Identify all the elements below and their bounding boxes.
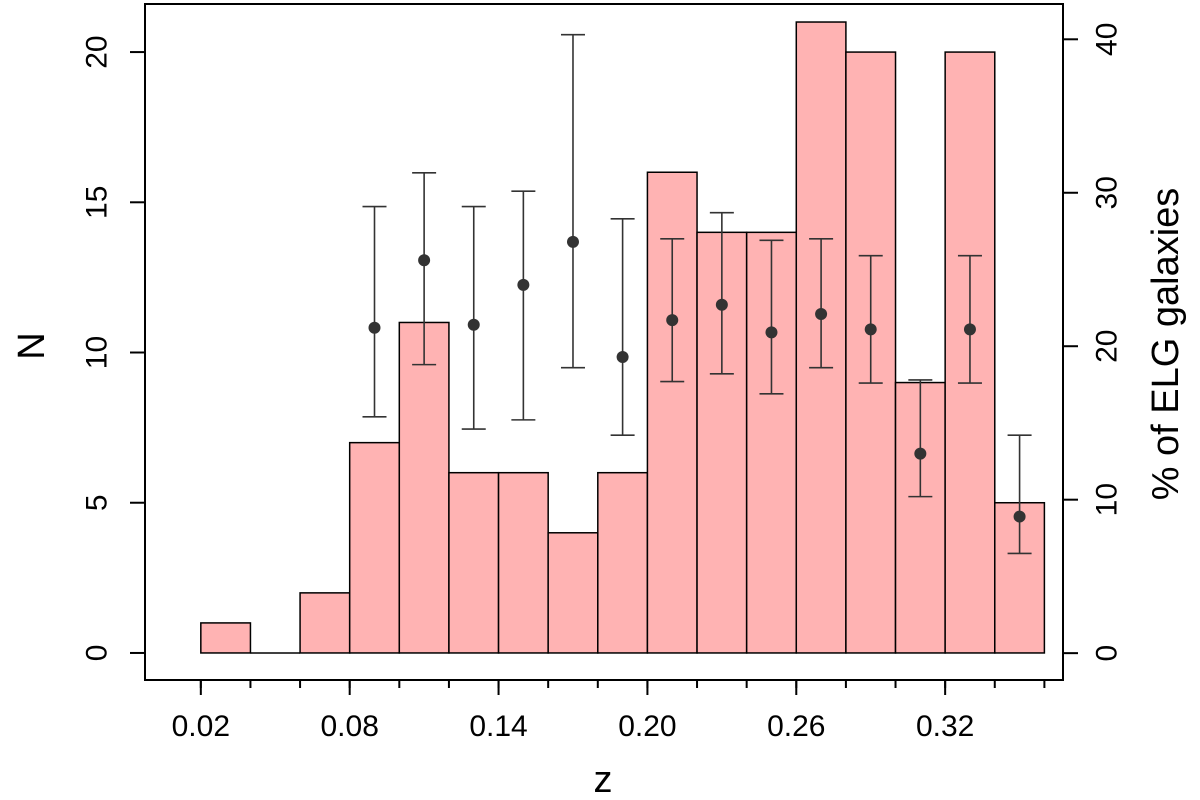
elg-fraction-point: [957, 254, 982, 384]
elg-fraction-point: [461, 205, 486, 430]
elg-fraction-point: [908, 379, 933, 498]
data-point: [566, 235, 579, 248]
y2-axis-title: % of ELG galaxies: [1145, 188, 1187, 501]
y2-tick-label: 20: [1091, 330, 1124, 363]
elg-fraction-point: [511, 190, 536, 421]
data-point: [914, 447, 927, 460]
y-tick-label: 15: [81, 186, 114, 219]
data-point: [517, 278, 530, 291]
elg-fraction-point: [858, 254, 883, 384]
y2-tick-label: 0: [1091, 645, 1124, 662]
x-tick-label: 0.26: [767, 710, 825, 743]
data-point: [368, 321, 381, 334]
x-tick-label: 0.08: [320, 710, 378, 743]
histogram-bar: [299, 592, 351, 654]
histogram-bar: [448, 471, 500, 654]
data-point: [715, 298, 728, 311]
elg-fraction-point: [362, 205, 387, 418]
y-tick-label: 0: [81, 645, 114, 662]
y2-tick-label: 40: [1091, 23, 1124, 56]
elg-fraction-point: [709, 211, 734, 375]
histogram-bar: [497, 471, 549, 654]
data-point: [1013, 510, 1026, 523]
data-point: [616, 350, 629, 363]
y-tick-label: 5: [81, 494, 114, 511]
histogram-bar: [348, 441, 401, 654]
x-axis-title: z: [594, 759, 613, 800]
elg-fraction-point: [610, 218, 635, 437]
x-tick-label: 0.02: [172, 710, 230, 743]
y2-tick-label: 10: [1091, 483, 1124, 516]
y-tick-label: 20: [81, 35, 114, 68]
data-point: [418, 254, 431, 267]
data-point: [765, 326, 778, 339]
x-tick-label: 0.20: [618, 710, 676, 743]
data-point: [467, 318, 480, 331]
data-point: [963, 323, 976, 336]
histogram-bar: [547, 532, 599, 654]
histogram-bar: [398, 321, 450, 654]
elg-fraction-point: [412, 172, 437, 366]
elg-fraction-point: [809, 237, 834, 369]
y2-tick-label: 30: [1091, 176, 1124, 209]
histogram-bar: [597, 471, 649, 654]
data-point: [666, 314, 679, 327]
elg-fraction-point: [560, 33, 585, 369]
elg-fraction-point: [759, 239, 784, 395]
data-point: [864, 323, 877, 336]
y-axis-title: N: [11, 332, 53, 359]
data-point: [815, 307, 828, 320]
elg-fraction-points: [362, 33, 1032, 555]
elg-fraction-point: [660, 237, 685, 383]
x-tick-label: 0.32: [916, 710, 974, 743]
y-tick-label: 10: [81, 336, 114, 369]
axes: 0.02 0.08 0.14 0.20 0.26 0.32 0 5 10 15 20 0 10 20 30 4…: [81, 23, 1124, 743]
histogram-bars: [200, 21, 1046, 654]
x-tick-label: 0.14: [469, 710, 527, 743]
elg-fraction-point: [1007, 434, 1032, 555]
histogram-bar: [200, 622, 252, 654]
